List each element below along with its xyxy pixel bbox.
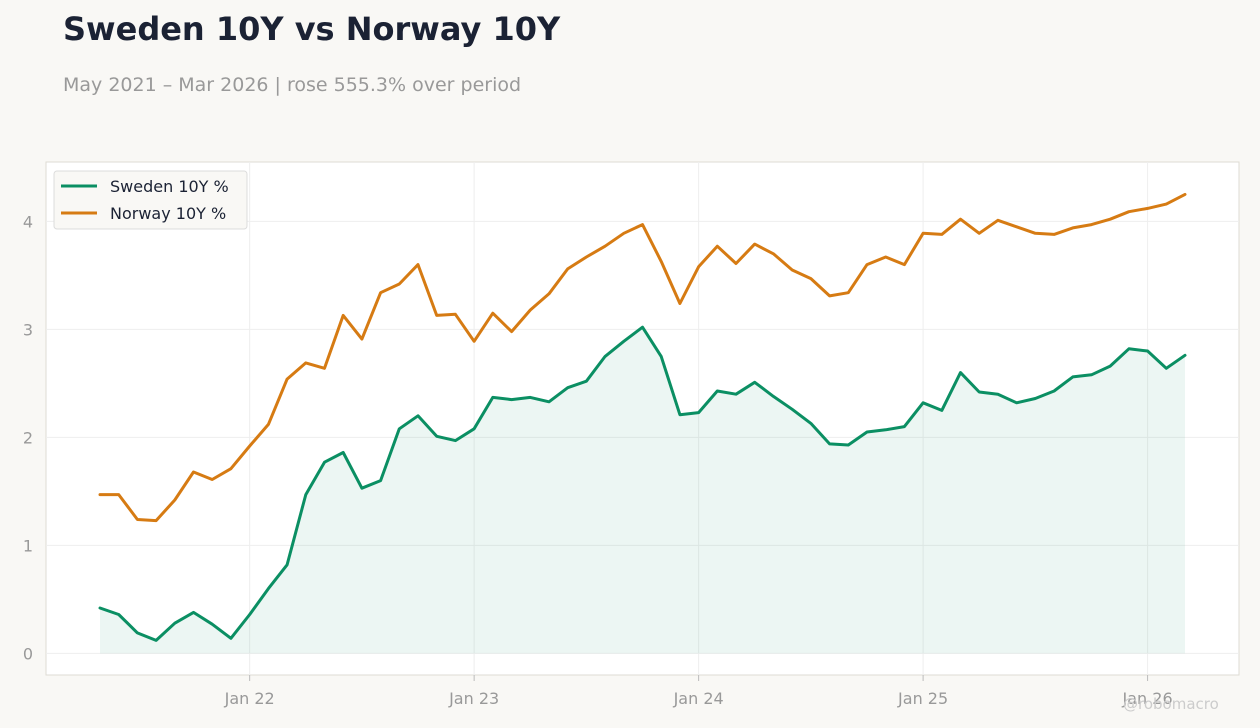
legend-label: Sweden 10Y % [110,177,229,196]
y-tick-label: 3 [23,320,33,339]
x-tick-label: Jan 26 [1122,689,1173,708]
x-tick-label: Jan 24 [673,689,724,708]
y-tick-label: 2 [23,428,33,447]
x-axis: Jan 22 Jan 23 Jan 24 Jan 25 Jan 26 [224,675,1173,708]
x-tick-label: Jan 23 [448,689,499,708]
legend-box [53,170,248,230]
series-layer [98,192,1187,654]
watermark: @robomacro [1123,695,1219,713]
y-tick-label: 1 [23,536,33,555]
series-line-0 [98,325,1187,642]
x-tick-label: Jan 22 [224,689,275,708]
plot-area [45,161,1240,676]
y-tick-label: 4 [23,212,33,231]
legend: Sweden 10Y % Norway 10Y % [53,170,248,230]
y-axis: 0 1 2 3 4 [23,212,33,663]
chart-title: Sweden 10Y vs Norway 10Y [63,10,561,48]
chart-subtitle: May 2021 – Mar 2026 | rose 555.3% over p… [63,74,522,96]
x-tick-label: Jan 25 [897,689,948,708]
legend-label: Norway 10Y % [110,204,226,223]
series-area-0 [100,327,1185,654]
series-line-1 [98,192,1187,523]
y-tick-label: 0 [23,644,33,663]
